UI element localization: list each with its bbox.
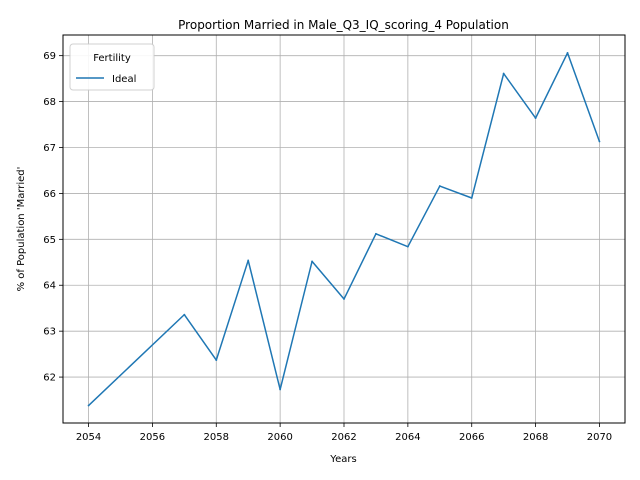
data-point [438, 185, 441, 187]
plot-frame [62, 34, 626, 424]
y-tick-label: 65 [43, 235, 56, 246]
y-tick-label: 63 [43, 327, 56, 338]
data-point [215, 359, 218, 361]
x-axis-label: Years [329, 454, 356, 465]
ticks: 2054 2056 2058 2060 2062 2064 2066 2068 2070 62 63… [43, 51, 612, 443]
data-point [502, 72, 505, 75]
data-point [566, 52, 569, 54]
data-point [183, 313, 186, 316]
y-tick-label: 67 [43, 143, 56, 154]
y-tick-label: 66 [43, 189, 56, 200]
x-tick-label: 2060 [267, 432, 292, 443]
data-point [279, 388, 282, 391]
x-tick-label: 2062 [331, 432, 356, 443]
x-tick-label: 2058 [204, 432, 229, 443]
legend-title: Fertility [93, 53, 131, 64]
legend: Fertility Ideal [69, 43, 155, 91]
data-point [311, 260, 313, 263]
y-tick-label: 64 [43, 281, 56, 292]
x-tick-label: 2056 [140, 432, 165, 443]
data-point [87, 404, 90, 407]
data-point [343, 298, 345, 300]
data-point [247, 259, 250, 262]
y-tick-label: 62 [43, 373, 56, 384]
data-point [534, 117, 537, 120]
series-layer [87, 52, 601, 407]
chart-title: Proportion Married in Male_Q3_IQ_scoring… [178, 18, 509, 32]
x-tick-label: 2064 [395, 432, 420, 443]
grid [63, 35, 625, 423]
y-tick-label: 68 [43, 97, 56, 108]
data-point [406, 245, 409, 248]
x-tick-label: 2066 [459, 432, 484, 443]
y-axis-label: % of Population 'Married' [16, 167, 27, 292]
x-tick-label: 2054 [76, 432, 101, 443]
x-tick-label: 2068 [523, 432, 548, 443]
data-point [375, 232, 377, 235]
x-tick-label: 2070 [587, 432, 612, 443]
y-tick-label: 69 [43, 51, 56, 62]
data-point [598, 140, 601, 143]
data-point [470, 197, 473, 199]
legend-label-ideal: Ideal [112, 74, 136, 85]
